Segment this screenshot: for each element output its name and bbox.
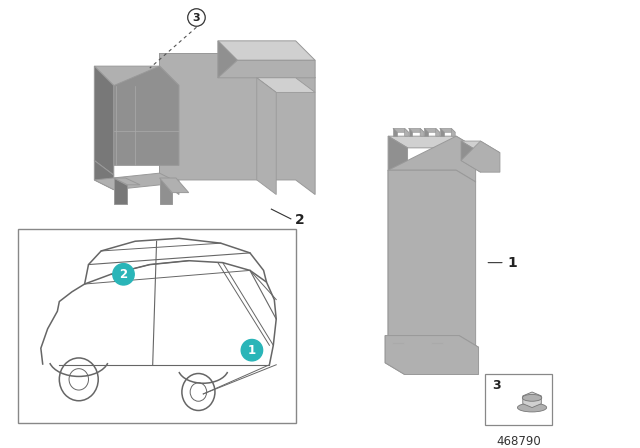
FancyBboxPatch shape	[19, 228, 296, 423]
Polygon shape	[408, 129, 424, 132]
Polygon shape	[159, 178, 172, 204]
Polygon shape	[388, 136, 408, 182]
Text: 1: 1	[248, 344, 256, 357]
Polygon shape	[94, 160, 114, 190]
Polygon shape	[114, 66, 179, 165]
Polygon shape	[114, 178, 140, 185]
Polygon shape	[159, 53, 315, 194]
Polygon shape	[440, 129, 444, 136]
Text: 1: 1	[508, 256, 518, 270]
Polygon shape	[385, 336, 479, 375]
Polygon shape	[393, 129, 408, 132]
Polygon shape	[94, 66, 179, 86]
Ellipse shape	[182, 374, 215, 410]
Text: 3: 3	[492, 379, 500, 392]
Polygon shape	[440, 129, 455, 132]
Ellipse shape	[522, 394, 542, 401]
Text: 3: 3	[193, 13, 200, 22]
Polygon shape	[436, 129, 440, 136]
Ellipse shape	[60, 358, 98, 401]
Polygon shape	[424, 129, 428, 136]
Polygon shape	[257, 78, 276, 194]
Polygon shape	[218, 41, 315, 60]
Polygon shape	[94, 66, 114, 175]
Polygon shape	[461, 141, 500, 153]
Text: 2: 2	[120, 268, 127, 281]
Polygon shape	[461, 141, 481, 172]
Text: 2: 2	[294, 213, 305, 227]
FancyBboxPatch shape	[485, 375, 552, 425]
Ellipse shape	[518, 403, 547, 412]
Polygon shape	[218, 41, 237, 78]
Polygon shape	[159, 53, 315, 78]
Polygon shape	[218, 60, 315, 78]
Polygon shape	[94, 173, 179, 190]
Polygon shape	[159, 178, 189, 193]
Polygon shape	[385, 336, 404, 375]
Polygon shape	[393, 129, 397, 136]
Polygon shape	[388, 170, 408, 347]
Polygon shape	[388, 136, 476, 148]
Polygon shape	[159, 53, 179, 194]
Polygon shape	[385, 336, 479, 347]
Circle shape	[241, 340, 262, 361]
Polygon shape	[420, 129, 424, 136]
Text: 468790: 468790	[496, 435, 541, 448]
Polygon shape	[404, 129, 408, 136]
Circle shape	[113, 263, 134, 285]
Polygon shape	[451, 129, 455, 136]
Polygon shape	[408, 129, 412, 136]
Polygon shape	[257, 78, 315, 92]
Polygon shape	[424, 129, 440, 132]
Polygon shape	[523, 392, 541, 408]
Polygon shape	[114, 178, 127, 204]
Polygon shape	[461, 141, 500, 172]
Polygon shape	[388, 170, 476, 182]
Polygon shape	[388, 170, 476, 347]
Polygon shape	[388, 136, 476, 182]
